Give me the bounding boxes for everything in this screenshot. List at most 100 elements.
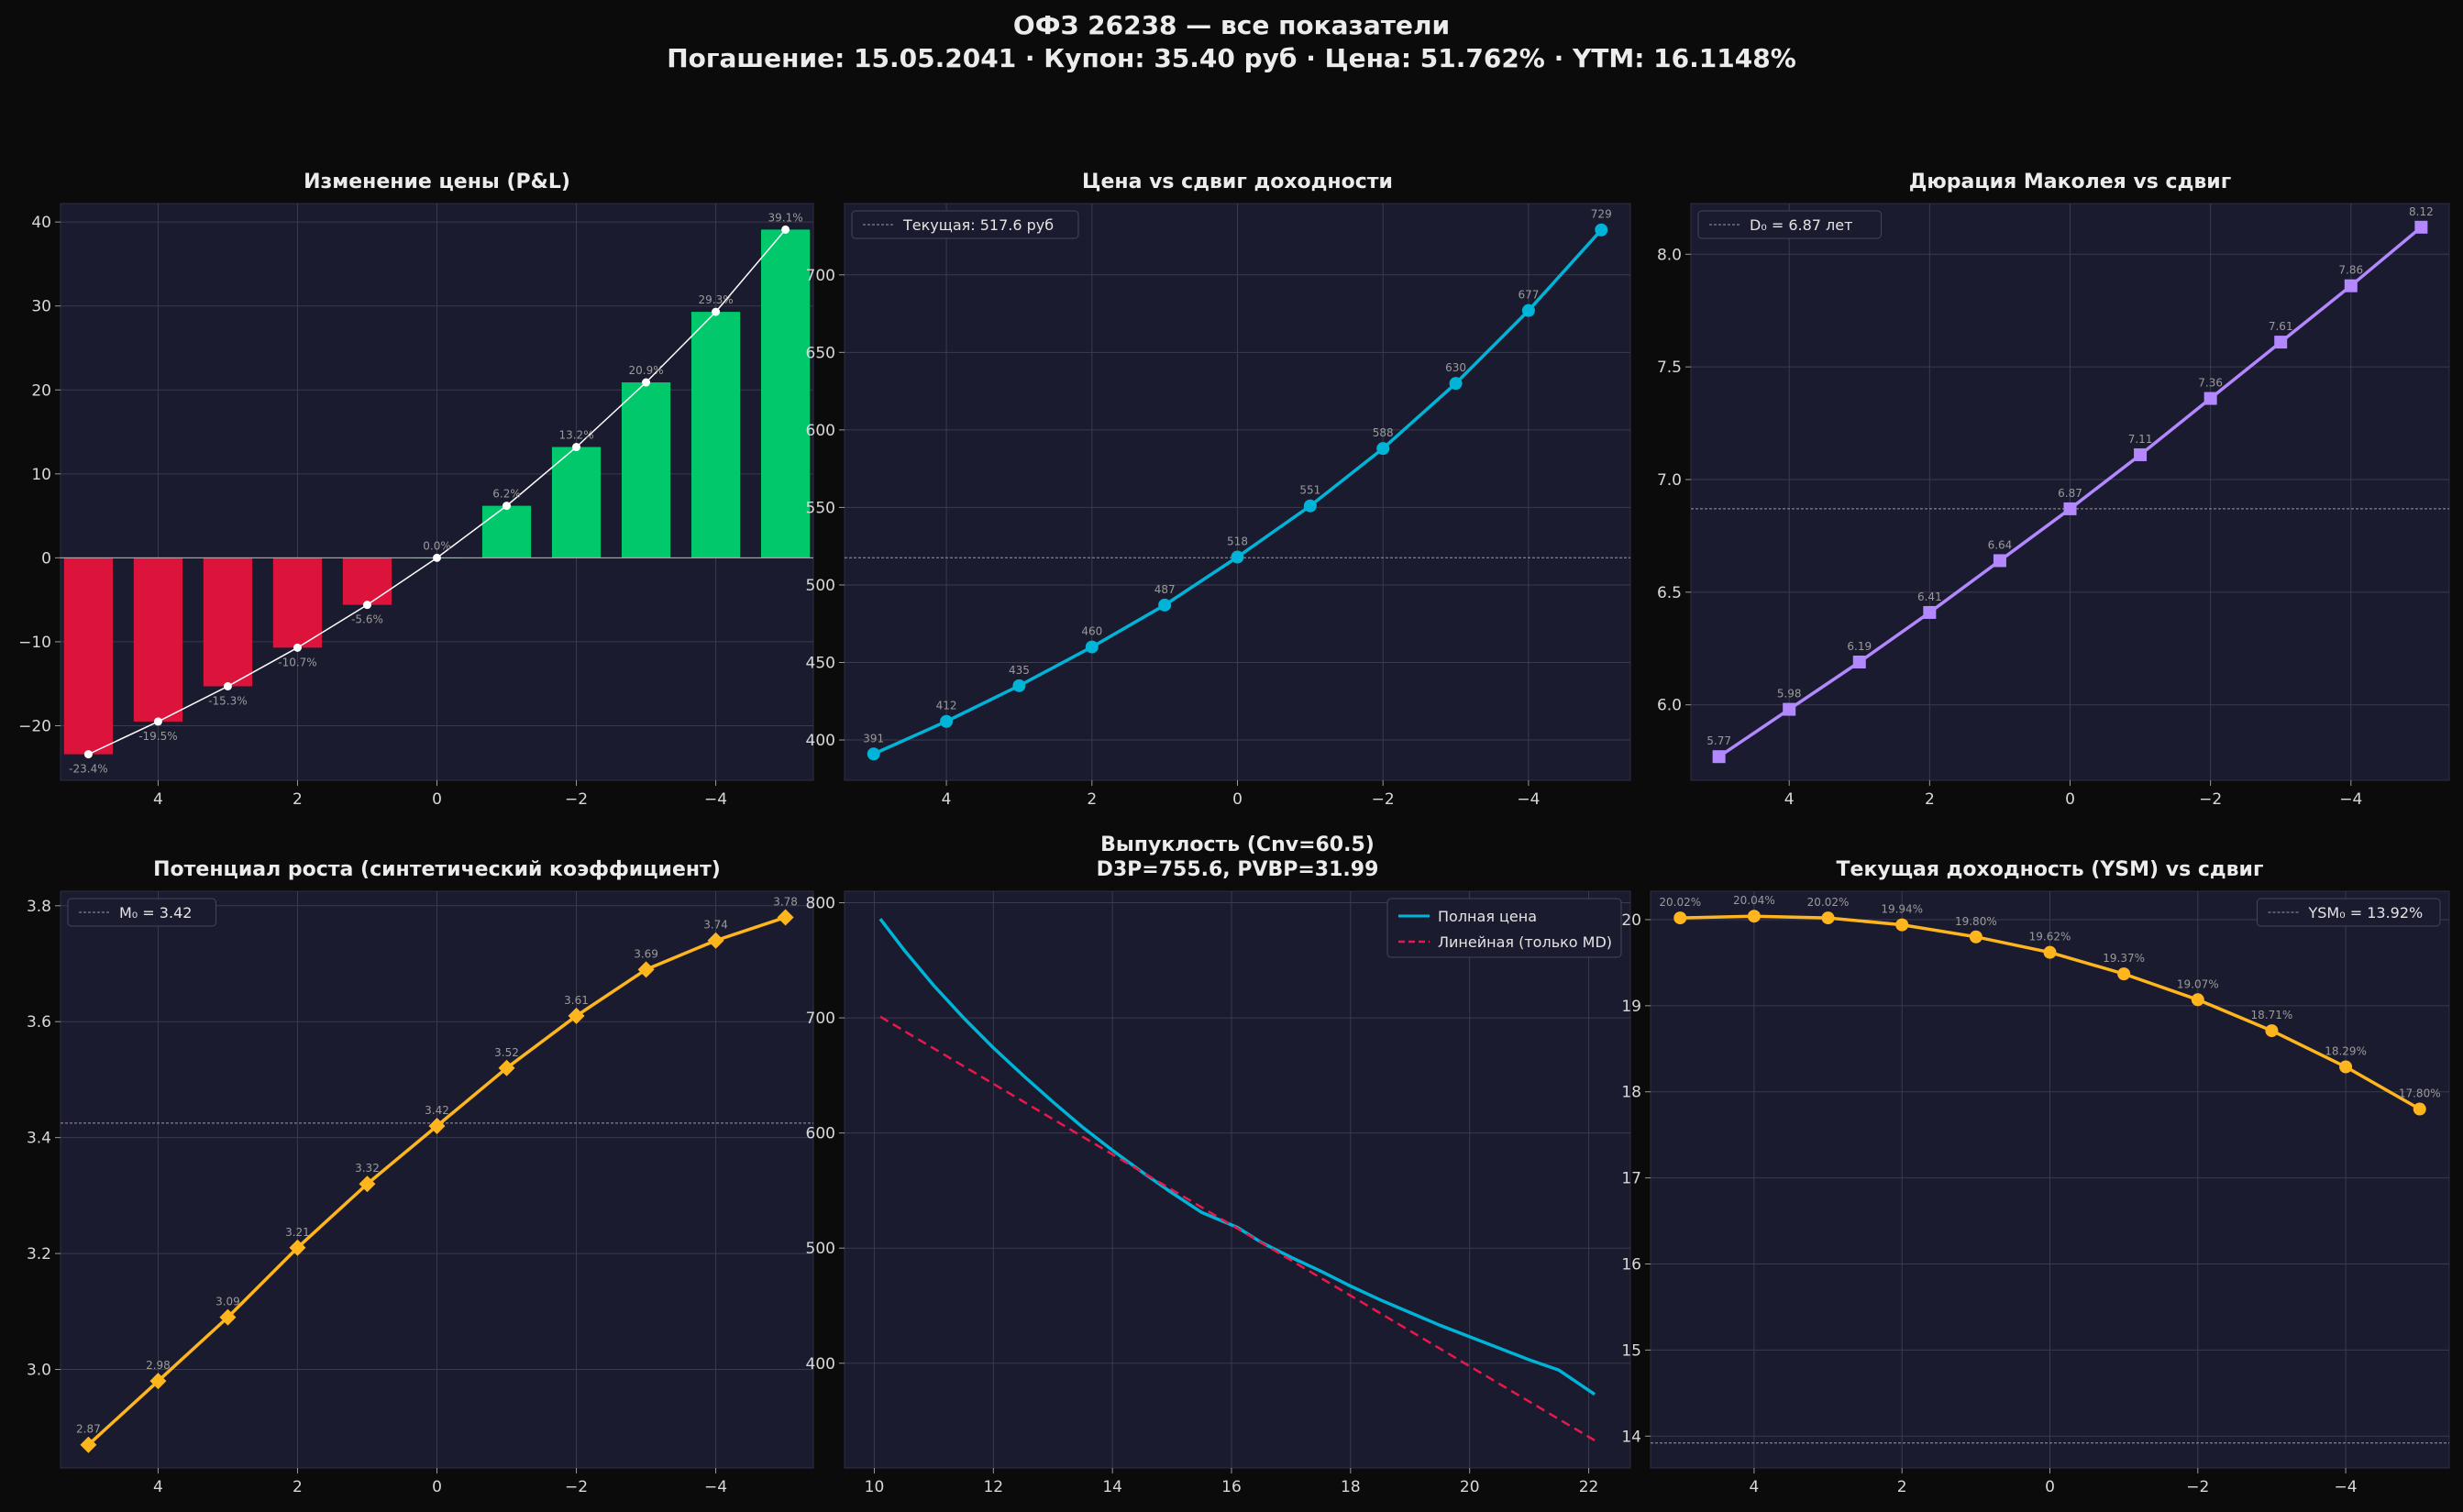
y-tick-label: 0 (41, 549, 51, 568)
bar (133, 557, 183, 722)
x-tick-label: 20 (1460, 1478, 1480, 1496)
x-tick-label: −4 (1517, 790, 1540, 809)
y-tick-label: 700 (806, 267, 835, 285)
data-point (867, 747, 880, 761)
data-label: 29.3% (699, 293, 734, 306)
data-point (80, 1436, 97, 1453)
y-tick-label: 3.2 (27, 1245, 51, 1264)
data-point (1521, 304, 1535, 317)
x-tick-label: −2 (565, 1478, 588, 1496)
bar (621, 382, 671, 558)
legend: YSM₀ = 13.92% (2257, 898, 2441, 927)
data-point (2414, 220, 2428, 234)
data-point (1923, 605, 1937, 619)
data-point (1993, 554, 2006, 568)
figure-title: ОФЗ 26238 — все показатели Погашение: 15… (0, 9, 2463, 75)
x-tick-label: 2 (293, 790, 303, 809)
x-tick-label: 12 (983, 1478, 1003, 1496)
data-label: 460 (1081, 625, 1102, 638)
x-tick-label: 0 (432, 790, 442, 809)
bar (481, 505, 532, 558)
chart-subtitle-convexity: D3P=755.6, PVBP=31.99 (1097, 858, 1379, 881)
data-point (1673, 911, 1687, 925)
data-point (1012, 679, 1026, 692)
data-label: 677 (1518, 289, 1539, 302)
y-tick-label: 700 (806, 1010, 835, 1028)
pnl-point (712, 307, 721, 316)
x-tick-label: −2 (2186, 1478, 2209, 1496)
data-label: -10.7% (278, 656, 316, 668)
y-tick-label: 550 (806, 499, 835, 517)
data-point (1158, 598, 1172, 612)
data-label: 19.62% (2029, 931, 2071, 944)
legend-box (67, 898, 216, 927)
data-point (2063, 502, 2077, 515)
y-tick-label: 500 (806, 577, 835, 595)
panel-growth: Потенциал роста (синтетический коэффицие… (27, 858, 814, 1496)
data-label: 20.02% (1659, 896, 1701, 909)
x-tick-label: 4 (1749, 1478, 1759, 1496)
y-tick-label: 10 (31, 466, 51, 484)
data-point (568, 1007, 585, 1024)
legend-box (1386, 898, 1622, 958)
y-tick-label: 400 (806, 732, 835, 750)
data-label: 7.86 (2338, 264, 2363, 277)
data-label: 17.80% (2399, 1087, 2441, 1100)
data-point (1085, 640, 1099, 654)
bar (203, 557, 253, 687)
y-tick-label: 14 (1621, 1428, 1641, 1446)
data-label: 5.77 (1706, 734, 1731, 747)
y-tick-label: 3.4 (27, 1130, 51, 1148)
data-label: 435 (1009, 664, 1030, 677)
chart-title-growth: Потенциал роста (синтетический коэффицие… (153, 858, 721, 881)
panel-pnl: Изменение цены (P&L)4 2 0 −2 −4−20−100102030… (18, 171, 814, 809)
data-label: 3.69 (634, 947, 658, 960)
y-tick-label: 30 (31, 298, 51, 316)
panel-price: Цена vs сдвиг доходности 4 2 0 −2 −4 400 450 500… (806, 171, 1631, 809)
y-tick-label: 3.0 (27, 1362, 51, 1380)
y-tick-label: 15 (1621, 1341, 1641, 1360)
figure-title-line-2: Погашение: 15.05.2041 · Купон: 35.40 руб… (667, 43, 1796, 73)
y-tick-label: 19 (1621, 998, 1641, 1016)
bar (551, 447, 602, 558)
data-label: 3.61 (564, 994, 589, 1007)
data-point (1376, 442, 1390, 456)
chart-title-price: Цена vs сдвиг доходности (1082, 171, 1393, 193)
data-point (1231, 550, 1244, 564)
figure-title-line-1: ОФЗ 26238 — все показатели (1012, 10, 1451, 40)
pnl-point (223, 681, 232, 690)
x-tick-label: 0 (432, 1478, 442, 1496)
data-label: 19.07% (2177, 977, 2219, 990)
legend: Полная цена Линейная (только MD) (1386, 898, 1622, 958)
data-label: 588 (1373, 426, 1394, 439)
chart-title-duration: Дюрация Маколея vs сдвиг (1909, 171, 2231, 193)
legend-label: Линейная (только MD) (1438, 933, 1612, 951)
data-point (1449, 377, 1463, 391)
y-tick-label: 18 (1621, 1084, 1641, 1102)
x-tick-label: 0 (1232, 790, 1243, 809)
bar (63, 557, 114, 755)
data-label: 7.61 (2269, 320, 2293, 333)
y-tick-label: 650 (806, 344, 835, 362)
data-label: 20.9% (628, 364, 663, 377)
y-tick-label: 8.0 (1657, 246, 1682, 264)
y-tick-label: 3.8 (27, 898, 51, 916)
y-tick-label: −10 (18, 634, 51, 652)
data-label: 3.78 (773, 895, 798, 908)
panel-duration: Дюрация Маколея vs сдвиг 4 2 0 −2 −4 6.0 6.5 7.0… (1657, 171, 2450, 809)
data-point (2191, 993, 2204, 1007)
data-label: 3.09 (215, 1296, 240, 1308)
data-label: -19.5% (138, 730, 177, 743)
data-label: 6.41 (1917, 590, 1942, 603)
x-tick-label: 14 (1102, 1478, 1122, 1496)
legend-box (851, 210, 1079, 239)
data-point (2344, 279, 2358, 292)
data-point (2203, 392, 2217, 405)
data-label: 0.0% (423, 539, 451, 552)
pnl-point (781, 225, 790, 234)
data-point (1852, 656, 1866, 669)
data-label: 6.19 (1847, 640, 1872, 653)
data-point (428, 1118, 446, 1135)
chart-title-pnl: Изменение цены (P&L) (304, 171, 570, 193)
